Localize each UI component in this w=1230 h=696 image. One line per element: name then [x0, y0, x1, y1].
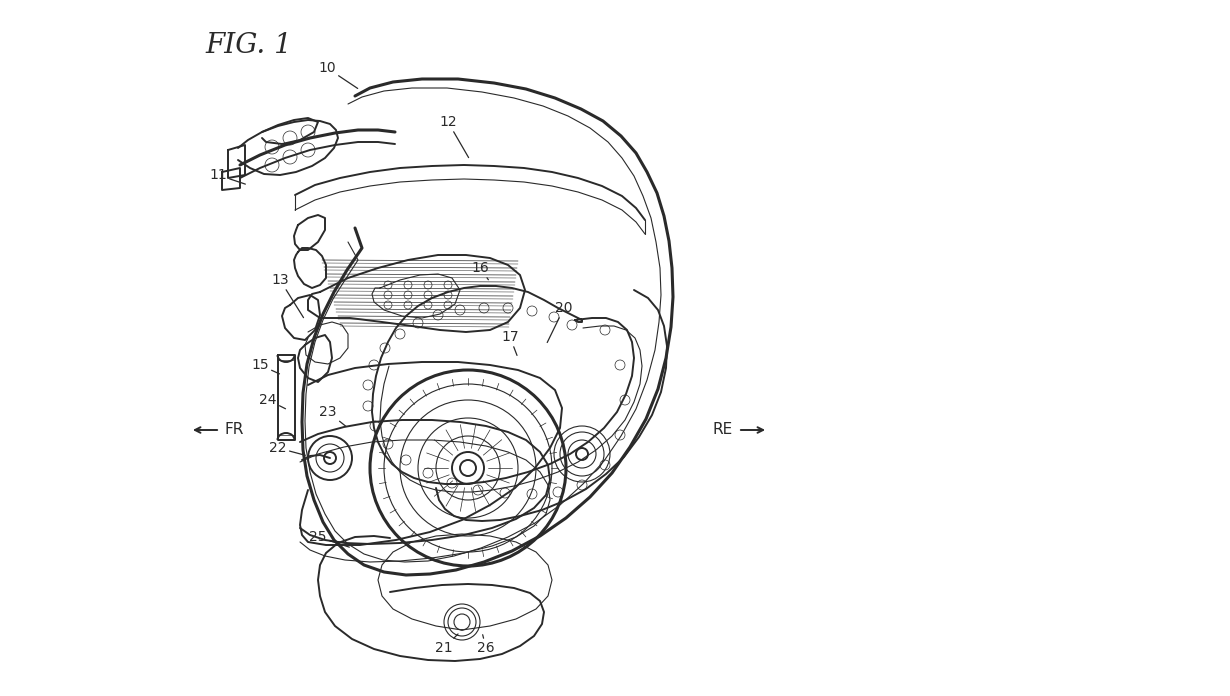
- Text: 11: 11: [209, 168, 245, 184]
- Text: RE: RE: [712, 422, 733, 438]
- Text: 21: 21: [435, 634, 458, 655]
- Text: 15: 15: [251, 358, 279, 374]
- Text: 13: 13: [271, 273, 304, 317]
- Text: FR: FR: [225, 422, 245, 438]
- Text: 22: 22: [269, 441, 305, 455]
- Text: 12: 12: [439, 115, 469, 157]
- Text: 23: 23: [320, 405, 346, 426]
- Text: 20: 20: [547, 301, 573, 342]
- Text: FIG. 1: FIG. 1: [205, 32, 292, 59]
- Text: 25: 25: [309, 530, 349, 547]
- Text: 17: 17: [501, 330, 519, 356]
- Text: 16: 16: [471, 261, 488, 280]
- Text: 10: 10: [319, 61, 358, 88]
- Text: 24: 24: [260, 393, 285, 409]
- Text: 26: 26: [477, 635, 494, 655]
